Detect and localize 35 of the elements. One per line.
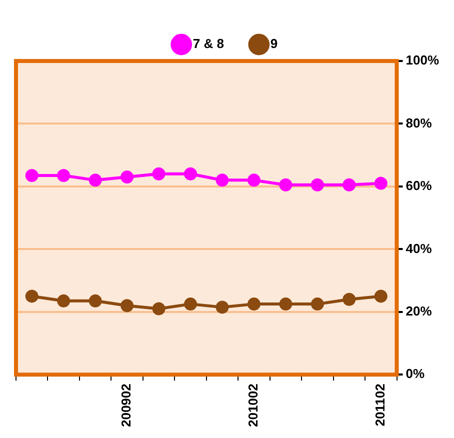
y-tick-label: 100% — [406, 52, 440, 68]
y-tick-label: 0% — [406, 366, 425, 382]
point — [374, 176, 388, 190]
x-tick-label: 200902 — [118, 384, 134, 428]
x-tick-label: 201102 — [372, 384, 388, 426]
point — [216, 300, 229, 314]
point — [216, 174, 229, 187]
point — [120, 299, 134, 312]
point — [374, 290, 388, 303]
point — [184, 298, 198, 311]
point — [310, 298, 324, 311]
y-tick-label: 20% — [406, 303, 432, 318]
point — [184, 167, 198, 180]
point — [88, 174, 102, 187]
point — [279, 178, 292, 192]
point — [25, 168, 38, 182]
point — [25, 290, 38, 303]
x-tick-label: 201002 — [246, 384, 261, 428]
point — [310, 178, 324, 192]
point — [342, 292, 356, 306]
point — [247, 174, 260, 187]
point — [247, 298, 260, 311]
point — [342, 178, 356, 192]
point — [57, 168, 70, 182]
legend-label: 9 — [270, 36, 278, 52]
point — [152, 167, 166, 180]
point — [88, 294, 102, 308]
legend-label: 7 & 8 — [192, 36, 224, 52]
y-tick-label: 60% — [406, 178, 432, 194]
point — [152, 302, 166, 316]
y-tick-label: 40% — [406, 240, 432, 256]
y-tick-label: 80% — [406, 115, 432, 130]
point — [120, 170, 134, 184]
point — [57, 294, 70, 308]
point — [279, 298, 292, 311]
